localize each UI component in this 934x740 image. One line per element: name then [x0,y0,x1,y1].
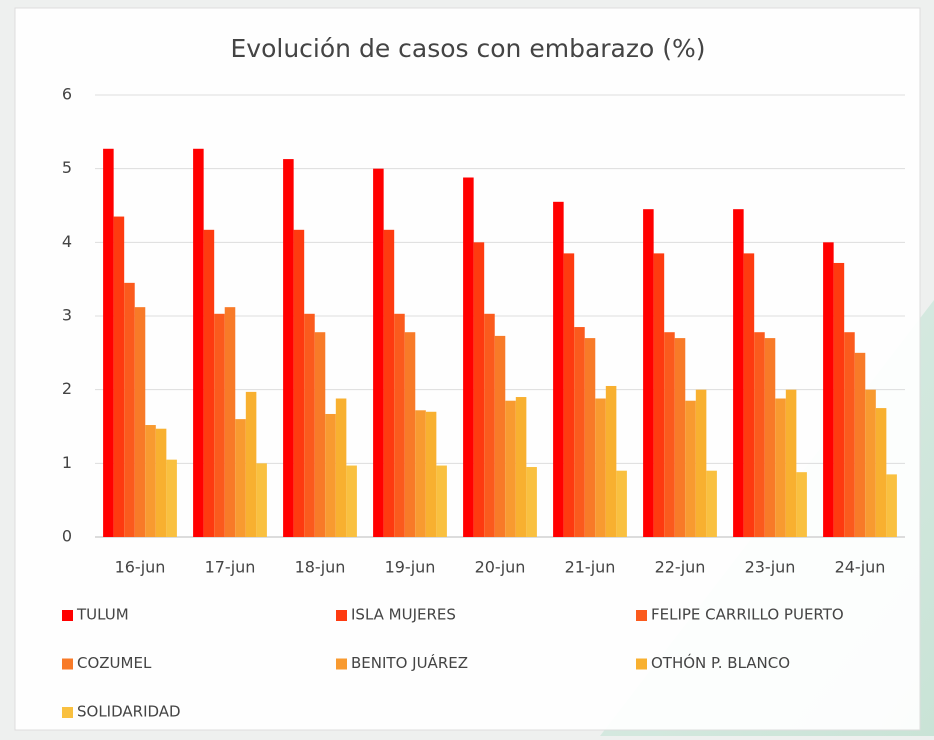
bar [754,332,765,537]
bar [706,470,717,537]
bar [124,282,135,537]
bar [595,398,606,537]
bar [425,411,437,537]
legend-label: TULUM [76,606,129,624]
bar [383,229,395,537]
bar [463,177,474,538]
bar [685,400,696,537]
legend-swatch [336,658,347,670]
bar [796,472,807,537]
bar [415,410,426,537]
legend-label: FELIPE CARRILLO PUERTO [651,606,844,624]
legend-label: ISLA MUJERES [351,606,456,624]
bar [304,313,315,537]
bar [823,242,834,538]
bar [166,459,177,537]
bar [605,385,617,537]
bar [134,307,146,537]
bar [484,313,495,537]
legend-swatch [636,658,647,670]
bar [404,332,416,537]
bar [733,209,744,537]
bar [584,338,596,537]
bar [865,389,876,537]
bar [314,332,326,537]
bar [373,168,384,537]
legend-swatch [62,707,73,718]
bar [505,400,516,537]
bar [335,398,347,537]
bar [664,332,675,537]
bar [245,391,257,537]
x-tick-label: 19-jun [385,558,436,577]
bar [224,307,236,537]
bar [103,148,114,537]
bar [674,338,686,537]
bar [494,335,506,537]
legend-label: SOLIDARIDAD [77,703,181,721]
y-tick-label: 1 [62,453,72,472]
bar [743,253,755,537]
x-tick-label: 16-jun [115,558,166,577]
y-tick-label: 5 [62,158,72,177]
bar [113,216,125,538]
bar [293,229,305,537]
bar [574,327,585,537]
bar [875,408,887,537]
legend-swatch [636,610,647,621]
bar [145,425,156,537]
bar [193,148,204,537]
bar [346,465,357,537]
bar [515,397,527,537]
bar [653,253,665,537]
bar [886,474,897,537]
y-tick-label: 3 [62,306,72,325]
bar [833,262,845,537]
bar [764,338,776,537]
bar [844,332,855,537]
bar [785,389,797,537]
bar [214,313,225,537]
y-tick-label: 2 [62,379,72,398]
legend-label: COZUMEL [77,654,152,672]
legend-swatch [336,610,347,621]
x-tick-label: 23-jun [745,558,796,577]
bar [526,467,537,537]
bar [394,313,405,537]
y-tick-label: 0 [62,527,72,546]
bar [473,242,485,538]
bar [616,470,627,537]
bar [643,209,654,537]
bar [563,253,575,537]
x-tick-label: 22-jun [655,558,706,577]
legend-swatch [62,610,73,621]
x-tick-label: 17-jun [205,558,256,577]
x-tick-label: 21-jun [565,558,616,577]
bar [775,398,786,537]
chart-title: Evolución de casos con embarazo (%) [231,34,706,63]
x-tick-label: 18-jun [295,558,346,577]
bar [553,201,564,538]
bar [695,389,707,537]
y-tick-label: 4 [62,232,72,251]
bar [283,159,294,537]
legend-label: OTHÓN P. BLANCO [651,653,790,672]
bar [235,419,246,537]
x-tick-label: 20-jun [475,558,526,577]
bar [155,428,167,537]
legend-swatch [62,658,73,670]
y-tick-label: 6 [62,85,72,104]
bar [203,229,215,537]
bar [256,463,267,537]
legend-label: BENITO JUÁREZ [351,653,468,672]
x-tick-label: 24-jun [835,558,886,577]
bar [854,352,866,537]
bar [436,465,447,537]
bar [325,413,336,537]
